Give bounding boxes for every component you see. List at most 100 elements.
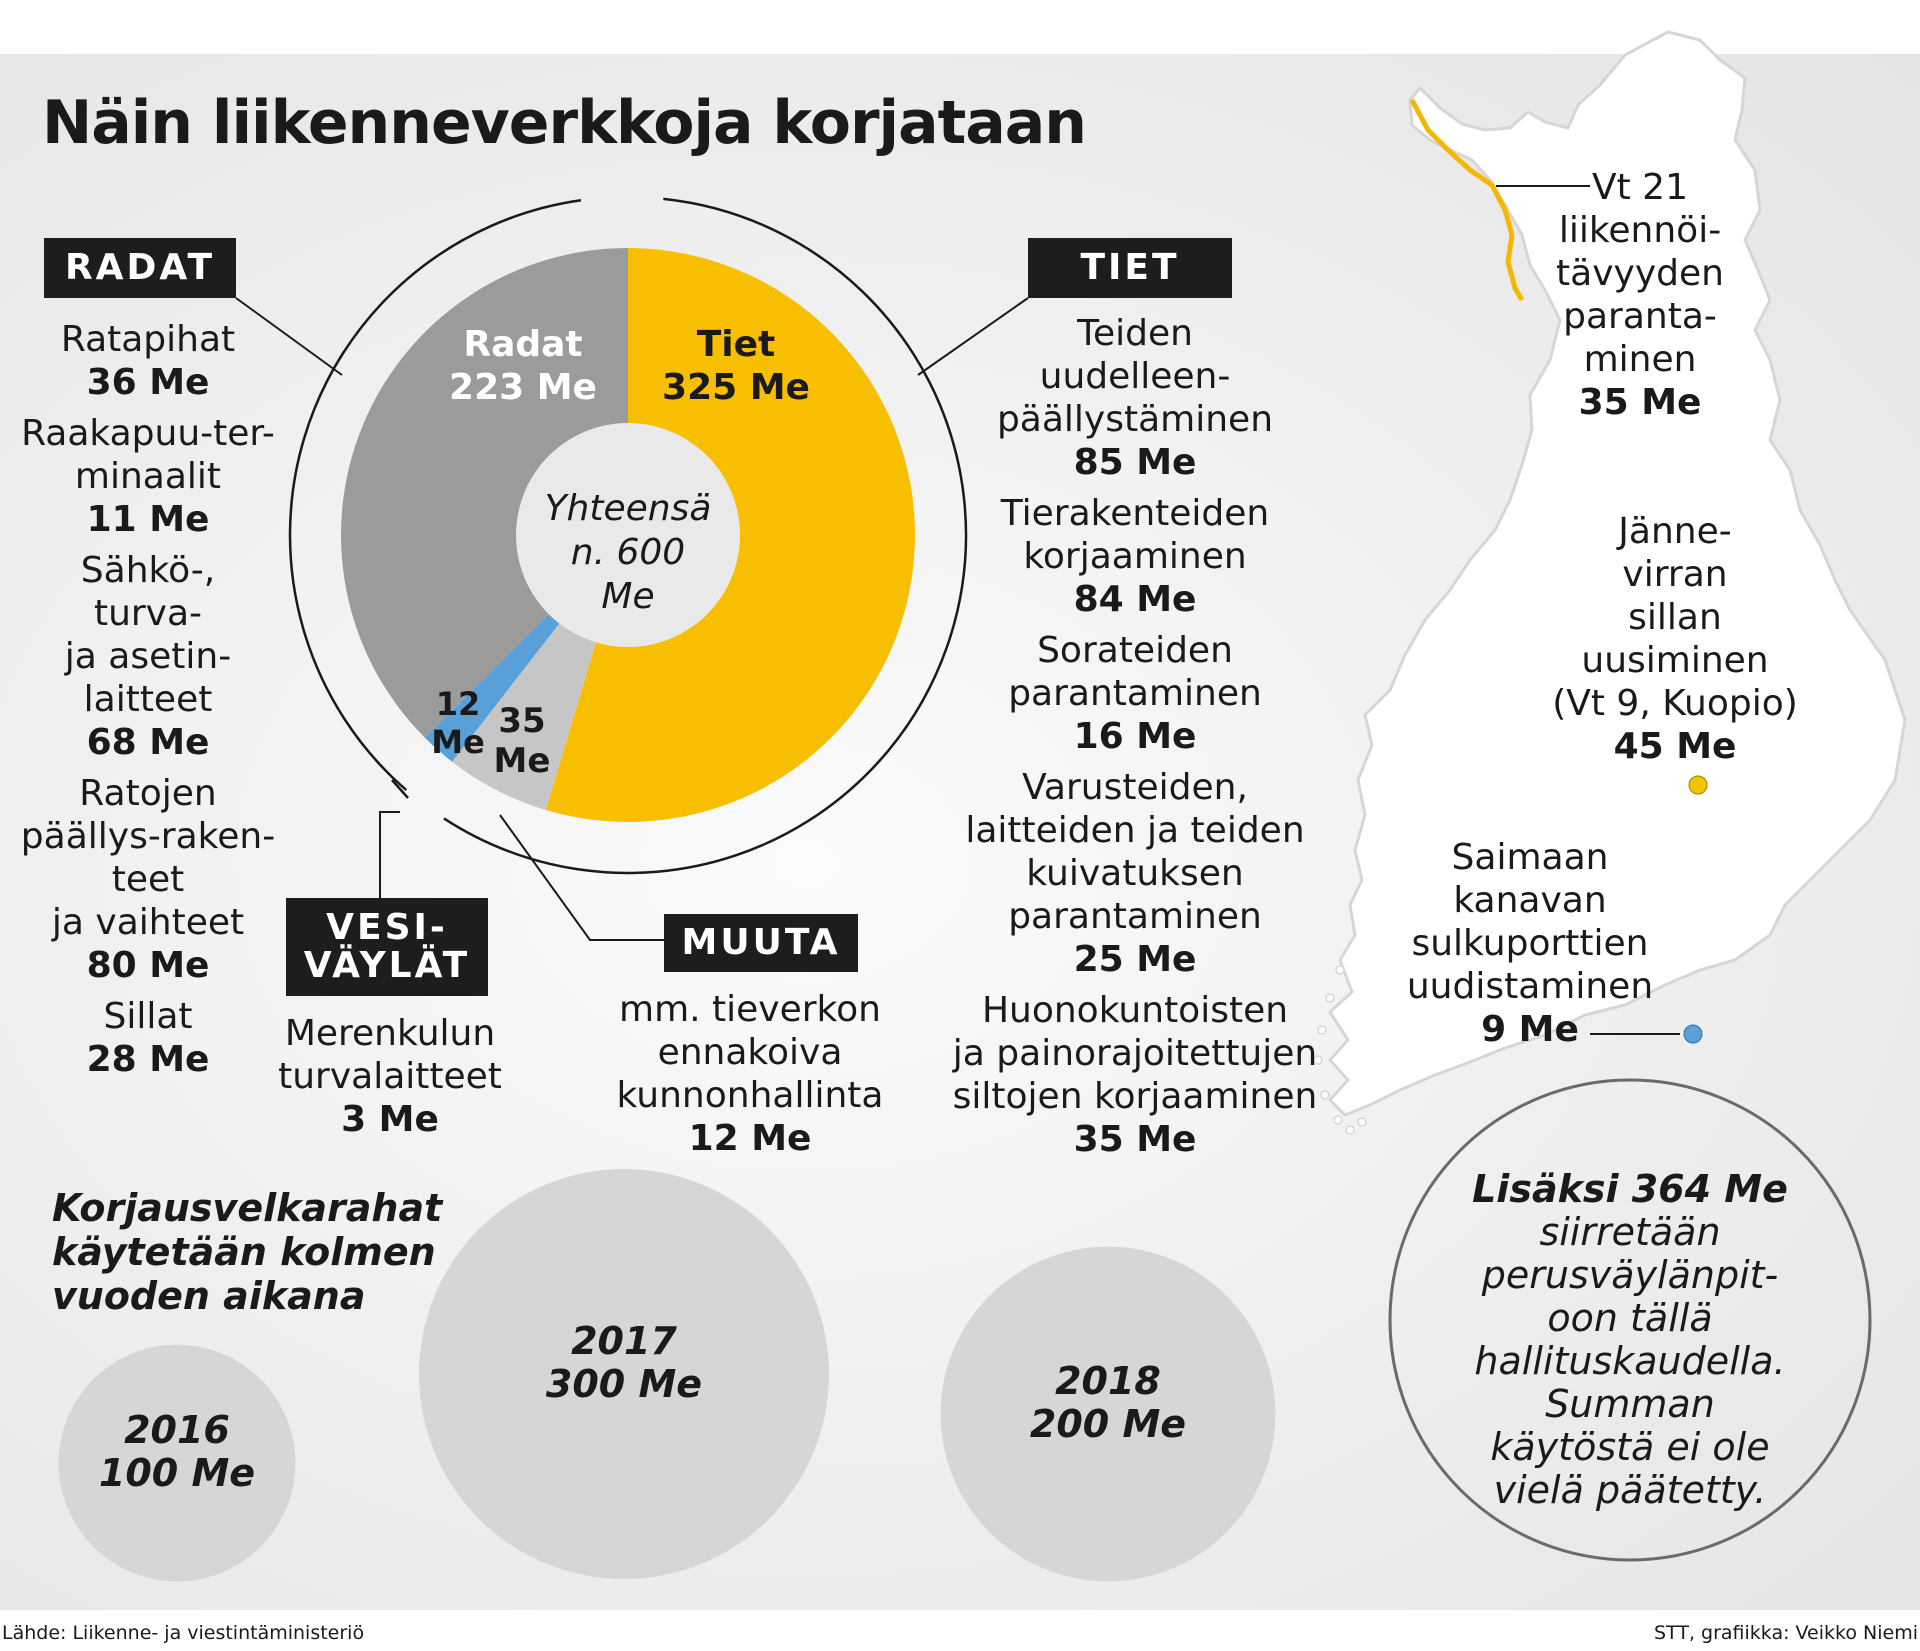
- vesivaylat-tag: VESI- VÄYLÄT: [286, 898, 488, 996]
- pie-label-vesivaylat-value: 12 Me: [431, 685, 485, 761]
- item-value: 3 Me: [341, 1099, 439, 1140]
- year-label-2017: 2017: [571, 1319, 677, 1363]
- pie-label-tiet-value: 325 Me: [662, 367, 810, 408]
- year-label-2018: 2018: [1055, 1359, 1161, 1403]
- item-label: Ratojen päällys-raken- teet ja vaihteet: [20, 773, 276, 943]
- year-label-2016-line: 2016: [124, 1408, 230, 1452]
- vt21-annotation: Vt 21 liikennöi- tävyyden paranta- minen…: [1530, 166, 1750, 432]
- tiet-list: Teiden uudelleen- päällystäminen 85 Me Tie…: [920, 312, 1350, 1169]
- archipelago: [1313, 965, 1367, 1135]
- item-value: 11 Me: [86, 499, 210, 540]
- island: [1357, 1117, 1367, 1127]
- credit-text: STT, grafiikka: Veikko Niemi: [1654, 1622, 1918, 1644]
- pie-label-vesivaylat-value-line: Me: [431, 723, 485, 761]
- muuta-list: mm. tieverkon ennakoiva kunnonhallinta 12…: [570, 988, 930, 1168]
- vt21-road: [1409, 98, 1525, 302]
- extra-note-bold: Lisäksi 364 Me: [1472, 1167, 1788, 1211]
- year-bubble-2018: [940, 1246, 1276, 1582]
- island: [1313, 1055, 1323, 1065]
- pie-center-label-line: n. 600: [571, 532, 685, 573]
- item-value: 12 Me: [688, 1118, 812, 1159]
- kuopio-marker: [1688, 775, 1708, 795]
- extra-note: Lisäksi 364 Me siirretään perusväylänpit…: [1390, 1168, 1870, 1512]
- island: [1320, 1090, 1330, 1100]
- pie-center-label-line: Yhteensä: [545, 488, 712, 529]
- pie-label-muuta-value: 35 Me: [494, 701, 551, 781]
- kuopio-label: Jänne- virran sillan uusiminen (Vt 9, Ku…: [1552, 511, 1798, 724]
- tiet-tag: TIET: [1028, 238, 1232, 298]
- pie-label-muuta-value-line: Me: [494, 741, 551, 781]
- item-label: Merenkulun turvalaitteet: [278, 1013, 502, 1097]
- source-text: Lähde: Liikenne- ja viestintäministeriö: [2, 1622, 365, 1644]
- item-label: Varusteiden, laitteiden ja teiden kuivat…: [965, 767, 1305, 937]
- year-bubble-2016: [58, 1344, 296, 1582]
- muuta-tag: MUUTA: [664, 914, 858, 972]
- pie-center-label: Yhteensä n. 600 Me: [545, 488, 712, 617]
- radat-connector: [235, 297, 343, 376]
- item-label: Ratapihat: [60, 319, 236, 360]
- island: [1317, 1025, 1327, 1035]
- year-label-2018-line: 2018: [1055, 1359, 1161, 1403]
- muuta-connector: [499, 814, 664, 941]
- item-value: 68 Me: [86, 722, 210, 763]
- item-value: 84 Me: [1073, 579, 1197, 620]
- pie-label-vesivaylat-value-line: 12: [436, 685, 481, 723]
- year-value-2018: 200 Me: [1030, 1402, 1186, 1446]
- vesivaylat-connector: [379, 811, 400, 898]
- year-value-2017: 300 Me: [546, 1362, 702, 1406]
- item-label: Huonokuntoisten ja painorajoitettujen si…: [952, 990, 1318, 1117]
- year-label-2016: 2016: [124, 1408, 230, 1452]
- pie-label-radat-name-line: Radat: [463, 324, 582, 365]
- saimaa-marker: [1683, 1024, 1703, 1044]
- pie-chart: [341, 247, 915, 822]
- pie-label-radat-value-line: 223 Me: [449, 367, 597, 408]
- year-value-2018-line: 200 Me: [1030, 1402, 1186, 1446]
- pie-slice-radat: [341, 247, 628, 738]
- pie-label-radat-name: Radat: [463, 324, 582, 365]
- outer-ring-left: [288, 199, 582, 792]
- outer-ring-right: [443, 197, 968, 875]
- extra-note-text: siirretään perusväylänpit- oon tällä hal…: [1474, 1210, 1786, 1512]
- item-value: 36 Me: [86, 362, 210, 403]
- tiet-connector: [917, 297, 1029, 376]
- item-value: 35 Me: [1073, 1119, 1197, 1160]
- item-value: 25 Me: [1073, 939, 1197, 980]
- saimaa-label: Saimaan kanavan sulkuporttien uudistamin…: [1406, 837, 1654, 1007]
- pie-center-label-line: Me: [601, 576, 654, 617]
- island: [1345, 1125, 1355, 1135]
- item-label: Sähkö-, turva- ja asetin- laitteet: [64, 550, 232, 720]
- year-label-2017-line: 2017: [571, 1319, 677, 1363]
- year-value-2016-line: 100 Me: [99, 1451, 255, 1495]
- item-label: Tierakenteiden korjaaminen: [1000, 493, 1270, 577]
- pie-label-radat-value: 223 Me: [449, 367, 597, 408]
- saimaa-value: 9 Me: [1481, 1009, 1579, 1050]
- pie-label-tiet-name: Tiet: [697, 324, 776, 365]
- item-label: Raakapuu-ter- minaalit: [21, 413, 275, 497]
- ring-gap-tick: [391, 779, 409, 799]
- island: [1335, 965, 1345, 975]
- saimaa-annotation: Saimaan kanavan sulkuporttien uudistamin…: [1385, 836, 1675, 1059]
- kuopio-annotation: Jänne- virran sillan uusiminen (Vt 9, Ku…: [1530, 510, 1820, 776]
- year-value-2016: 100 Me: [99, 1451, 255, 1495]
- extra-note-circle: [1388, 1078, 1872, 1562]
- item-label: mm. tieverkon ennakoiva kunnonhallinta: [616, 989, 884, 1116]
- pie-label-tiet-value-line: 325 Me: [662, 367, 810, 408]
- item-value: 16 Me: [1073, 716, 1197, 757]
- radat-list: Ratapihat 36 Me Raakapuu-ter- minaalit 11 M…: [0, 318, 296, 1089]
- vesivaylat-list: Merenkulun turvalaitteet 3 Me: [250, 1012, 530, 1149]
- pie-label-muuta-value-line: 35: [498, 701, 545, 741]
- item-label: Teiden uudelleen- päällystäminen: [996, 313, 1274, 440]
- kuopio-value: 45 Me: [1613, 726, 1737, 767]
- vt21-label: Vt 21 liikennöi- tävyyden paranta- minen: [1556, 167, 1724, 380]
- island: [1333, 1115, 1343, 1125]
- vt21-value: 35 Me: [1578, 382, 1702, 423]
- pie-label-tiet-name-line: Tiet: [697, 324, 776, 365]
- item-label: Sorateiden parantaminen: [1008, 630, 1262, 714]
- year-value-2017-line: 300 Me: [546, 1362, 702, 1406]
- item-value: 28 Me: [86, 1039, 210, 1080]
- pie-center-hole: [516, 423, 740, 647]
- year-bubble-2017: [419, 1169, 829, 1579]
- years-heading: Korjausvelkarahat käytetään kolmen vuode…: [52, 1186, 443, 1318]
- item-value: 80 Me: [86, 945, 210, 986]
